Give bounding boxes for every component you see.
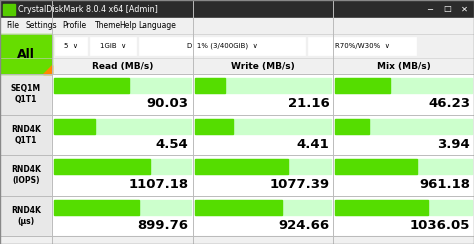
Text: RND4K
Q1T1: RND4K Q1T1 (11, 125, 41, 145)
Bar (333, 155, 474, 195)
Bar (195, 159, 331, 174)
Bar (0, 74, 52, 114)
Bar (333, 195, 474, 236)
Bar (195, 159, 288, 174)
Text: 4.54: 4.54 (156, 138, 189, 151)
Text: All: All (17, 48, 35, 61)
Text: ✕: ✕ (461, 4, 467, 13)
Bar (54, 78, 129, 93)
Text: 1GiB  ∨: 1GiB ∨ (100, 43, 126, 49)
Bar (195, 78, 331, 93)
Text: 3.94: 3.94 (437, 138, 470, 151)
Text: Write (MB/s): Write (MB/s) (231, 61, 295, 71)
Text: 46.23: 46.23 (428, 97, 470, 111)
Bar (52, 58, 474, 74)
Text: Mix (MB/s): Mix (MB/s) (377, 61, 430, 71)
Bar (335, 200, 428, 215)
Text: RND4K
(IOPS): RND4K (IOPS) (11, 165, 41, 185)
Text: RND4K
(μs): RND4K (μs) (11, 206, 41, 226)
Bar (195, 119, 331, 134)
Bar (335, 159, 472, 174)
Bar (335, 159, 417, 174)
Text: 899.76: 899.76 (137, 219, 189, 232)
Bar (0, 195, 52, 236)
Text: ─: ─ (428, 4, 432, 13)
Bar (335, 78, 390, 93)
Bar (335, 119, 370, 134)
Bar (308, 37, 416, 55)
Bar (52, 195, 192, 236)
Bar (0, 0, 474, 18)
Bar (54, 200, 191, 215)
Text: Read (MB/s): Read (MB/s) (91, 61, 153, 71)
Bar (90, 37, 136, 55)
Text: 4.41: 4.41 (297, 138, 329, 151)
Bar (0, 18, 474, 34)
Bar (55, 37, 87, 55)
Text: Language: Language (138, 21, 176, 30)
Bar (335, 78, 472, 93)
Text: 1036.05: 1036.05 (410, 219, 470, 232)
Text: 961.18: 961.18 (419, 178, 470, 192)
Text: 21.16: 21.16 (288, 97, 329, 111)
Bar (333, 74, 474, 114)
Text: 5  ∨: 5 ∨ (64, 43, 78, 49)
Bar (192, 74, 333, 114)
Bar (195, 119, 233, 134)
Bar (192, 155, 333, 195)
Text: 90.03: 90.03 (146, 97, 189, 111)
Bar (54, 119, 191, 134)
Text: 1107.18: 1107.18 (128, 178, 189, 192)
Text: 1077.39: 1077.39 (269, 178, 329, 192)
Text: Help: Help (119, 21, 137, 30)
Text: Settings: Settings (26, 21, 57, 30)
Bar (54, 159, 191, 174)
Bar (139, 37, 305, 55)
Bar (0, 236, 474, 244)
Bar (335, 119, 472, 134)
Text: R70%/W30%  ∨: R70%/W30% ∨ (335, 43, 390, 49)
Bar (0, 114, 52, 155)
Text: Theme: Theme (95, 21, 121, 30)
Bar (195, 200, 331, 215)
Bar (54, 200, 139, 215)
Bar (335, 200, 472, 215)
Text: 924.66: 924.66 (278, 219, 329, 232)
Bar (54, 78, 191, 93)
Bar (3, 4, 15, 15)
Bar (0, 34, 474, 58)
Text: □: □ (443, 4, 451, 13)
Text: D: 1% (3/400GiB)  ∨: D: 1% (3/400GiB) ∨ (187, 43, 257, 49)
Text: Profile: Profile (63, 21, 87, 30)
Bar (52, 114, 192, 155)
Bar (54, 159, 150, 174)
Bar (195, 78, 225, 93)
Text: CrystalDiskMark 8.0.4 x64 [Admin]: CrystalDiskMark 8.0.4 x64 [Admin] (18, 4, 158, 13)
Bar (333, 114, 474, 155)
Bar (0, 155, 52, 195)
Text: SEQ1M
Q1T1: SEQ1M Q1T1 (11, 84, 41, 104)
Bar (52, 74, 192, 114)
Bar (0, 34, 52, 74)
Bar (54, 119, 95, 134)
Text: File: File (6, 21, 19, 30)
Bar (192, 195, 333, 236)
Bar (192, 114, 333, 155)
Bar (195, 200, 282, 215)
Bar (52, 155, 192, 195)
Polygon shape (43, 65, 52, 74)
